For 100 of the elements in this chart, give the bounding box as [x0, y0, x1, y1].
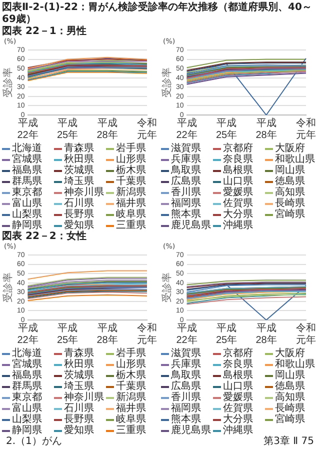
legend-label: 山口県 — [223, 176, 253, 187]
legend-label: 長野県 — [64, 414, 94, 425]
legend-label: 山梨県 — [12, 414, 42, 425]
legend-label: 徳島県 — [275, 176, 305, 187]
legend-label: 新潟県 — [116, 392, 146, 403]
legend-label: 徳島県 — [275, 381, 305, 392]
legend-label: 大分県 — [223, 414, 253, 425]
legend-label: 島根県 — [223, 165, 253, 176]
legend-label: 香川県 — [171, 187, 201, 198]
x-tick-label: 平成22年 — [17, 322, 38, 346]
legend-label: 大阪府 — [275, 143, 305, 154]
y-axis-title: 受診率 — [2, 68, 14, 98]
legend-label: 栃木県 — [116, 370, 146, 381]
legend-label: 石川県 — [64, 198, 94, 209]
legend-label: 佐賀県 — [223, 403, 253, 414]
legend-label: 千葉県 — [116, 381, 146, 392]
legend-label: 山口県 — [223, 381, 253, 392]
y-axis-title: 受診率 — [2, 272, 14, 302]
legend-label: 千葉県 — [116, 176, 146, 187]
legend-label: 三重県 — [116, 220, 146, 231]
legend-label: 佐賀県 — [223, 198, 253, 209]
text: 2.（1）がん — [6, 436, 62, 448]
legend-label: 岩手県 — [116, 143, 146, 154]
legend-label: 島根県 — [223, 370, 253, 381]
chart-subtitle: 図表 22－1：男性 — [2, 26, 88, 38]
x-tick-label: 令和元年 — [137, 322, 157, 346]
x-tick-label: 平成22年 — [176, 116, 198, 141]
legend-label: 宮城県 — [12, 359, 42, 370]
text: 第3章 Ⅱ 75 — [264, 436, 314, 448]
x-tick-label: 平成25年 — [56, 116, 78, 141]
legend-label: 青森県 — [64, 143, 94, 154]
legend-label: 群馬県 — [12, 381, 42, 392]
legend-label: 福島県 — [12, 370, 42, 381]
legend-label: 福岡県 — [171, 403, 201, 414]
legend-label: 福井県 — [116, 403, 146, 414]
legend-label: 愛媛県 — [223, 187, 253, 198]
legend-label: 神奈川県 — [64, 392, 104, 403]
legend-label: 和歌山県 — [275, 154, 315, 165]
legend-label: 岐阜県 — [116, 414, 146, 425]
legend-label: 沖縄県 — [223, 220, 253, 231]
legend-label: 熊本県 — [171, 414, 201, 425]
x-tick-label: 平成22年 — [176, 322, 198, 346]
legend-label: 大分県 — [223, 209, 253, 220]
x-tick-label: 平成25年 — [216, 322, 238, 346]
legend-label: 北海道 — [12, 143, 42, 154]
legend-label: 山梨県 — [12, 209, 42, 220]
legend-label: 茨城県 — [64, 370, 94, 381]
x-tick-label: 平成28年 — [96, 322, 118, 346]
legend-label: 滋賀県 — [171, 143, 201, 154]
x-tick-label: 平成28年 — [256, 116, 277, 141]
legend-label: 山形県 — [116, 154, 146, 165]
legend-label: 香川県 — [171, 392, 201, 403]
legend-label: 鹿児島県 — [171, 220, 211, 231]
legend-label: 熊本県 — [171, 209, 201, 220]
legend-label: 広島県 — [171, 381, 201, 392]
legend-label: 福井県 — [116, 198, 146, 209]
y-axis-title: 受診率 — [160, 68, 173, 98]
x-tick-label: 平成25年 — [216, 116, 238, 141]
legend-label: 高知県 — [275, 187, 305, 198]
legend-label: 東京都 — [12, 187, 42, 198]
x-tick-label: 令和元年 — [296, 322, 316, 346]
legend-label: 岡山県 — [275, 165, 305, 176]
legend-label: 奈良県 — [223, 154, 253, 165]
x-tick-label: 平成28年 — [96, 116, 118, 141]
legend-label: 福島県 — [12, 165, 42, 176]
legend-label: 岩手県 — [116, 348, 146, 359]
legend-label: 奈良県 — [223, 359, 253, 370]
x-tick-label: 平成28年 — [256, 322, 277, 346]
legend-label: 大阪府 — [275, 348, 305, 359]
legend-label: 宮崎県 — [275, 209, 305, 220]
legend-label: 岡山県 — [275, 370, 305, 381]
legend-label: 静岡県 — [12, 220, 42, 231]
legend-label: 高知県 — [275, 392, 305, 403]
legend-label: 神奈川県 — [64, 187, 104, 198]
chart-title: 図表Ⅱ-2-(1)-22：胃がん検診受診率の年次推移（都道府県別、40～69歳） — [2, 2, 313, 26]
x-tick-label: 令和元年 — [296, 116, 316, 141]
chart-title: 図表 22－2：女性 — [2, 231, 88, 243]
legend-label: 愛媛県 — [223, 392, 253, 403]
legend-label: 長野県 — [64, 209, 94, 220]
legend-label: 富山県 — [12, 403, 42, 414]
legend-label: 東京都 — [12, 392, 42, 403]
legend-label: 秋田県 — [64, 359, 94, 370]
legend-label: 埼玉県 — [64, 381, 94, 392]
legend-label: 宮城県 — [12, 154, 42, 165]
legend-label: 茨城県 — [64, 165, 94, 176]
legend-label: 石川県 — [64, 403, 94, 414]
legend-label: 愛知県 — [64, 425, 94, 436]
legend-label: 宮崎県 — [275, 414, 305, 425]
legend-label: 兵庫県 — [171, 359, 201, 370]
legend-label: 富山県 — [12, 198, 42, 209]
legend-label: 兵庫県 — [171, 154, 201, 165]
legend-label: 静岡県 — [12, 425, 42, 436]
legend-label: 滋賀県 — [171, 348, 201, 359]
legend-label: 和歌山県 — [275, 359, 315, 370]
legend-label: 青森県 — [64, 348, 94, 359]
legend-label: 広島県 — [171, 176, 201, 187]
legend-label: 秋田県 — [64, 154, 94, 165]
legend-label: 三重県 — [116, 425, 146, 436]
legend-label: 京都府 — [223, 348, 253, 359]
legend-label: 福岡県 — [171, 198, 201, 209]
